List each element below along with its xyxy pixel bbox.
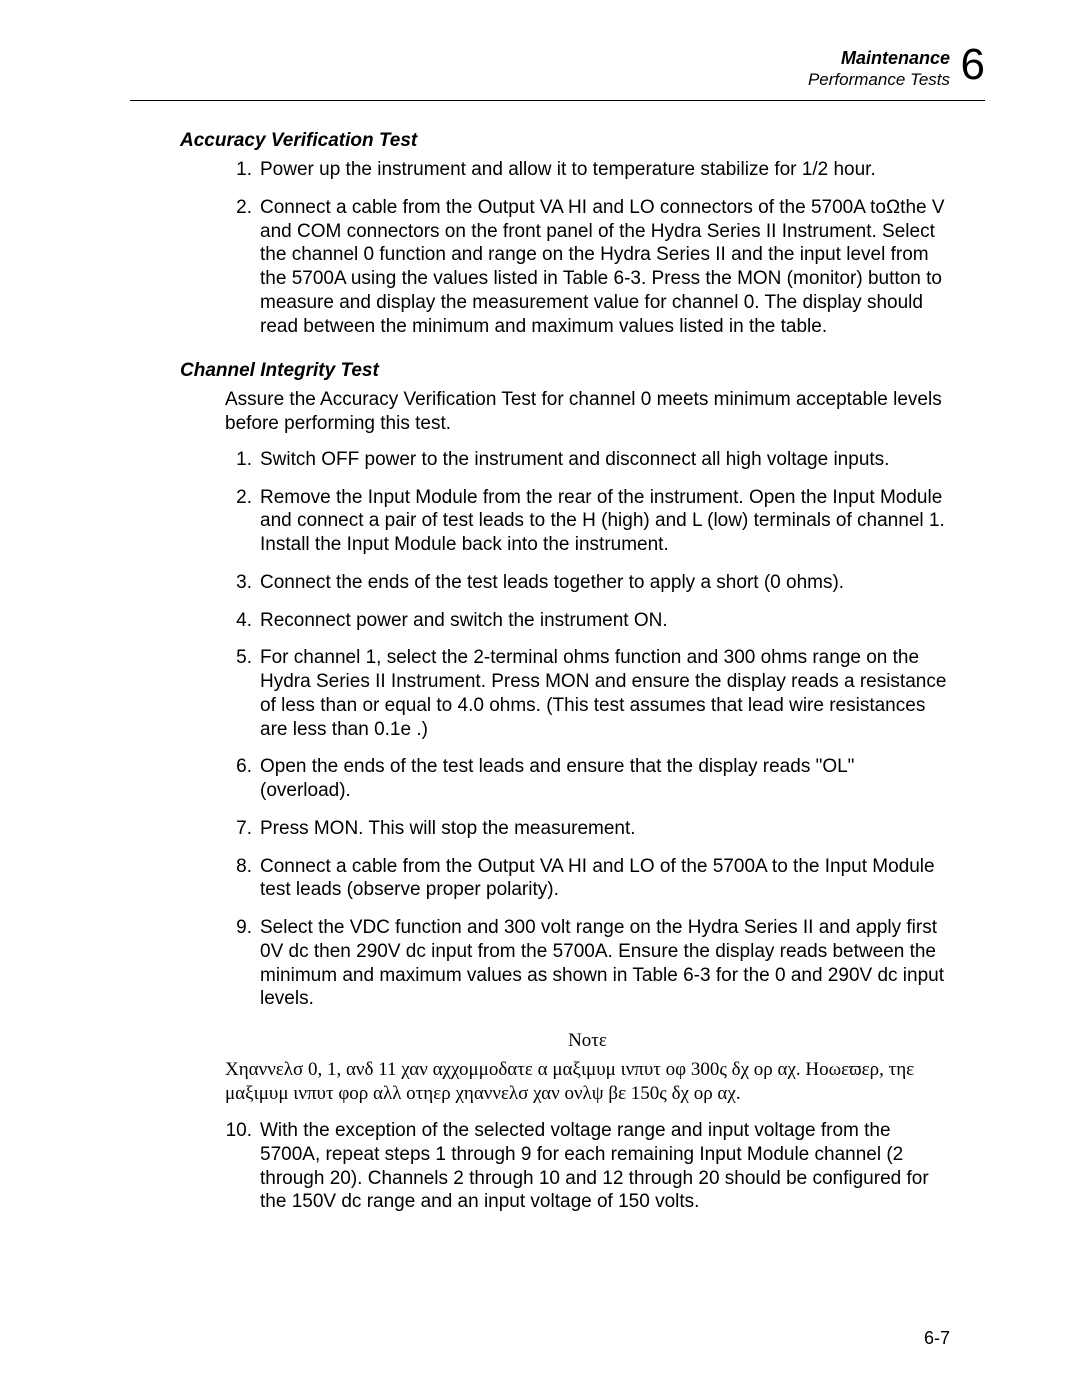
list-text: Connect a cable from the Output VA HI an… [260, 197, 945, 337]
list-number: 6. [220, 755, 252, 779]
list-number: 1. [220, 448, 252, 472]
note-block: Νοτε Χηαννελσ 0, 1, ανδ 11 χαν αχχομμοδα… [225, 1029, 950, 1107]
list-item: 1. Switch OFF power to the instrument and… [180, 448, 950, 472]
page-header: Maintenance Performance Tests [808, 48, 950, 90]
subsection-heading: Accuracy Verification Test [180, 130, 950, 152]
chapter-title: Maintenance [808, 48, 950, 70]
list-number: 2. [220, 196, 252, 220]
list-item: 2. Remove the Input Module from the rear … [180, 486, 950, 557]
page-content: Accuracy Verification Test 1. Power up th… [180, 130, 950, 1232]
chapter-number: 6 [961, 40, 985, 90]
list-item: 1. Power up the instrument and allow it t… [180, 158, 950, 182]
list-number: 2. [220, 486, 252, 510]
subsection-heading: Channel Integrity Test [180, 360, 950, 382]
numbered-list: 1. Power up the instrument and allow it t… [180, 158, 950, 338]
list-item: 4. Reconnect power and switch the instrum… [180, 609, 950, 633]
list-text: Reconnect power and switch the instrumen… [260, 610, 668, 631]
list-item: 8. Connect a cable from the Output VA HI … [180, 855, 950, 903]
page-number: 6-7 [924, 1328, 950, 1349]
list-text: For channel 1, select the 2-terminal ohm… [260, 647, 946, 739]
list-number: 1. [220, 158, 252, 182]
list-text: Select the VDC function and 300 volt ran… [260, 917, 944, 1009]
header-rule [130, 100, 985, 101]
list-item: 10. With the exception of the selected vo… [180, 1119, 950, 1214]
note-body: Χηαννελσ 0, 1, ανδ 11 χαν αχχομμοδατε α … [225, 1058, 950, 1107]
list-text: Power up the instrument and allow it to … [260, 159, 876, 180]
list-item: 6. Open the ends of the test leads and en… [180, 755, 950, 803]
list-text: Remove the Input Module from the rear of… [260, 487, 945, 556]
list-item: 3. Connect the ends of the test leads tog… [180, 571, 950, 595]
list-number: 10. [220, 1119, 252, 1143]
list-text: Open the ends of the test leads and ensu… [260, 756, 854, 801]
note-label: Νοτε [225, 1029, 950, 1054]
list-number: 7. [220, 817, 252, 841]
numbered-list: 1. Switch OFF power to the instrument and… [180, 448, 950, 1011]
list-text: Switch OFF power to the instrument and d… [260, 449, 889, 470]
list-number: 8. [220, 855, 252, 879]
section-title: Performance Tests [808, 70, 950, 90]
list-item: 7. Press MON. This will stop the measurem… [180, 817, 950, 841]
list-number: 3. [220, 571, 252, 595]
list-number: 5. [220, 646, 252, 670]
list-item: 9. Select the VDC function and 300 volt r… [180, 916, 950, 1011]
list-text: Press MON. This will stop the measuremen… [260, 818, 636, 839]
list-text: Connect a cable from the Output VA HI an… [260, 856, 935, 901]
intro-paragraph: Assure the Accuracy Verification Test fo… [225, 388, 950, 436]
list-text: With the exception of the selected volta… [260, 1120, 929, 1212]
numbered-list: 10. With the exception of the selected vo… [180, 1119, 950, 1214]
list-number: 4. [220, 609, 252, 633]
list-number: 9. [220, 916, 252, 940]
list-item: 2. Connect a cable from the Output VA HI … [180, 196, 950, 339]
list-text: Connect the ends of the test leads toget… [260, 572, 844, 593]
list-item: 5. For channel 1, select the 2-terminal o… [180, 646, 950, 741]
